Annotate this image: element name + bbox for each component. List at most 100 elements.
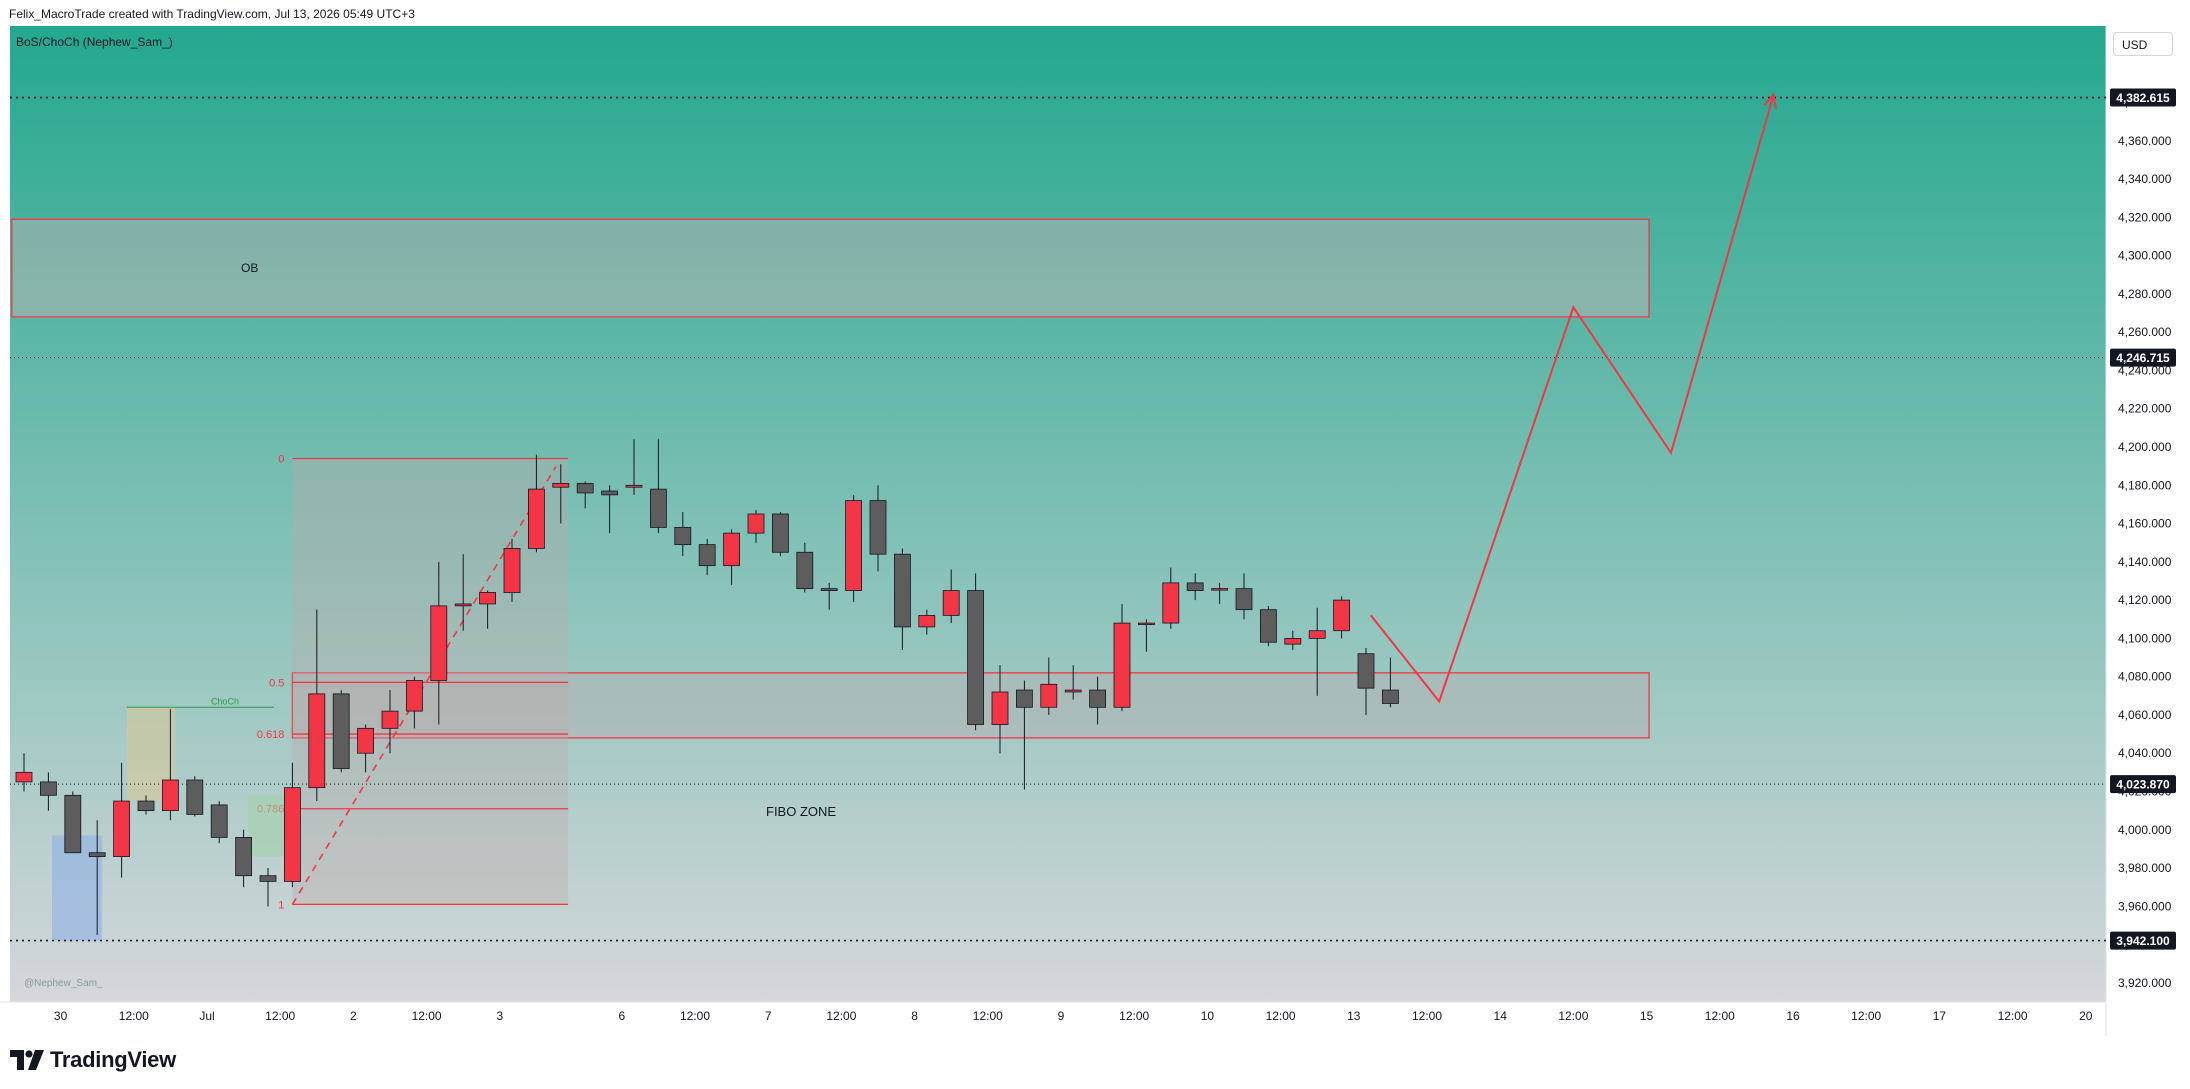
candle xyxy=(1357,647,1375,715)
candle-body xyxy=(210,804,228,838)
candle-body xyxy=(820,588,838,591)
candle-body xyxy=(15,771,33,783)
fib-level-label-0: 0 xyxy=(278,454,284,466)
candle xyxy=(1235,573,1253,620)
time-tick-label: 7 xyxy=(765,1009,772,1023)
candle-body xyxy=(113,800,130,857)
candle xyxy=(552,464,570,524)
candle-body xyxy=(308,693,326,789)
time-tick-label: 12:00 xyxy=(119,1009,149,1023)
candle-body xyxy=(942,590,960,616)
candle xyxy=(967,573,984,731)
candle xyxy=(503,538,521,603)
candle xyxy=(650,439,667,534)
candle-body xyxy=(552,482,570,488)
candle-body xyxy=(454,603,472,607)
candle xyxy=(15,753,33,792)
time-axis-background xyxy=(0,1002,2106,1036)
candle-body xyxy=(967,590,984,725)
candle xyxy=(918,609,936,635)
price-tick-label: 4,080.000 xyxy=(2118,670,2172,684)
price-tick-label: 3,980.000 xyxy=(2118,861,2172,875)
candle xyxy=(113,762,130,878)
candle xyxy=(601,485,618,534)
candle-body xyxy=(1016,689,1033,708)
brand-name: TradingView xyxy=(50,1047,176,1072)
price-axis-background xyxy=(2106,26,2190,1036)
time-tick-label: 14 xyxy=(1494,1009,1508,1023)
candle-body xyxy=(772,513,789,553)
candle xyxy=(1186,573,1204,601)
candle xyxy=(161,709,179,821)
price-tick-label: 4,360.000 xyxy=(2118,134,2172,148)
time-tick-label: 9 xyxy=(1058,1009,1065,1023)
candle xyxy=(820,582,838,610)
time-tick-label: 16 xyxy=(1786,1009,1800,1023)
plot-background xyxy=(10,26,2106,1002)
candle-body xyxy=(723,532,740,567)
candle xyxy=(40,772,57,811)
projection-layer xyxy=(1370,92,1777,704)
candle xyxy=(796,542,814,593)
candle-body xyxy=(991,691,1009,725)
candle xyxy=(88,820,106,936)
time-tick-label: 13 xyxy=(1347,1009,1361,1023)
time-axis[interactable]: 30 12:00 Jul 12:00 2 12:00 3 6 12:00 7 12:00 8 12:00… xyxy=(54,1009,2093,1023)
price-tick-label: 4,100.000 xyxy=(2118,631,2172,645)
time-tick-label: 12:00 xyxy=(973,1009,1003,1023)
candle-body xyxy=(894,553,911,628)
candle xyxy=(308,609,326,802)
indicator-label[interactable]: BoS/ChoCh (Nephew_Sam_) xyxy=(16,35,173,49)
zone-label-ob: OB xyxy=(241,261,258,275)
fib-level-label-2: 0.618 xyxy=(257,729,285,741)
price-tick-label: 4,240.000 xyxy=(2118,363,2172,377)
price-tick-label: 4,060.000 xyxy=(2118,708,2172,722)
price-tick-label: 4,120.000 xyxy=(2118,593,2172,607)
candle-body xyxy=(601,490,618,496)
candle-body xyxy=(40,781,57,796)
candle xyxy=(235,829,253,888)
time-tick-label: 12:00 xyxy=(1998,1009,2028,1023)
candle-body xyxy=(186,779,204,815)
tradingview-logo[interactable]: TradingView xyxy=(10,1045,176,1075)
time-tick-label: 12:00 xyxy=(1851,1009,1881,1023)
fib-layer: 00.50.6180.7861ChoCh xyxy=(52,454,569,941)
currency-button[interactable]: USD xyxy=(2113,32,2173,56)
candle-body xyxy=(1040,683,1058,708)
price-tick-label: 4,280.000 xyxy=(2118,287,2172,301)
candle-body xyxy=(747,513,765,534)
candle xyxy=(405,676,423,729)
price-tick-label: 3,960.000 xyxy=(2118,899,2172,913)
candle xyxy=(64,791,82,854)
candle xyxy=(723,529,740,585)
candle-body xyxy=(137,800,155,812)
candle-body xyxy=(283,787,301,882)
price-badge-bg-0 xyxy=(2110,88,2176,107)
candle xyxy=(1064,665,1082,700)
price-tick-label: 4,340.000 xyxy=(2118,172,2172,186)
time-tick-label: Jul xyxy=(199,1009,214,1023)
candle-body xyxy=(1284,637,1302,645)
price-tick-label: 3,920.000 xyxy=(2118,976,2172,990)
time-tick-label: 12:00 xyxy=(1119,1009,1149,1023)
time-tick-label: 12:00 xyxy=(1558,1009,1588,1023)
zone-label-fibo: FIBO ZONE xyxy=(766,804,836,819)
candle xyxy=(210,801,228,844)
candle-body xyxy=(1308,630,1326,639)
projection-path xyxy=(1370,94,1775,704)
candle xyxy=(625,439,643,495)
candle xyxy=(454,554,472,631)
credit-text: Felix_MacroTrade created with TradingVie… xyxy=(9,7,415,21)
candle xyxy=(283,762,301,888)
candle xyxy=(381,690,399,754)
candle xyxy=(332,690,350,773)
candle xyxy=(942,569,960,624)
fib-level-label-4: 1 xyxy=(278,899,284,911)
candle xyxy=(1284,630,1302,650)
candle xyxy=(772,512,789,557)
candle xyxy=(1162,567,1180,629)
candle xyxy=(1260,605,1277,647)
price-tick-label: 4,200.000 xyxy=(2118,440,2172,454)
candle xyxy=(845,494,862,603)
